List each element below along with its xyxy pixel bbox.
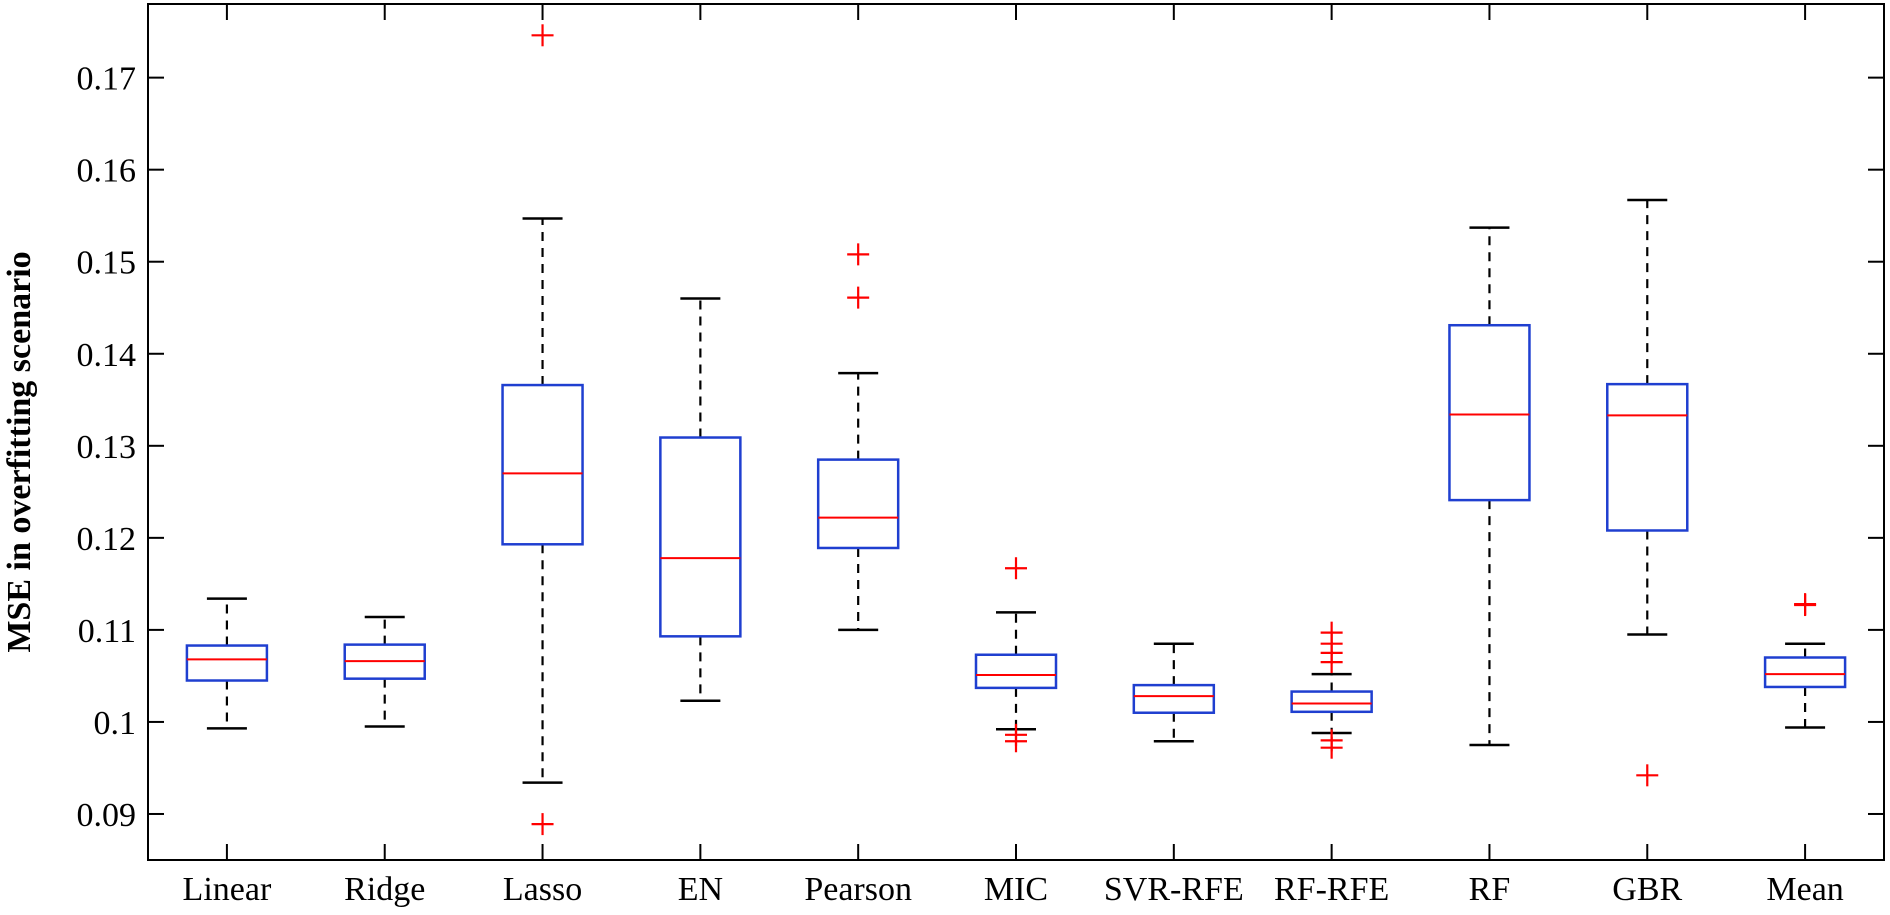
outlier-marker (847, 243, 870, 266)
box-group-rf (1448, 226, 1531, 747)
iqr-box (1763, 656, 1847, 689)
x-category-label: GBR (1612, 871, 1682, 908)
x-category-label: EN (678, 871, 723, 908)
x-category-label: RF-RFE (1274, 871, 1389, 908)
box-group-rf-rfe (1290, 621, 1373, 759)
outlier-marker (531, 813, 554, 836)
box-group-en (659, 297, 742, 703)
axis-layer: 0.09 0.1 0.11 0.12 0.13 0.14 0.15 0.16 0.17 Linea… (77, 3, 1885, 908)
y-tick-label: 0.1 (94, 705, 137, 742)
iqr-box (1606, 382, 1689, 532)
y-tick-label: 0.09 (77, 797, 137, 834)
x-category-label: Pearson (804, 871, 912, 908)
iqr-box (501, 383, 584, 546)
box-group-linear (185, 597, 269, 730)
outlier-marker (531, 24, 554, 47)
x-category-label: Linear (183, 871, 272, 908)
x-category-label: Ridge (344, 871, 425, 908)
outlier-marker (1320, 651, 1343, 674)
y-tick-label: 0.12 (77, 521, 137, 558)
y-tick-label: 0.13 (77, 429, 137, 466)
y-axis-title: MSE in overfitting scenario (1, 251, 38, 652)
outlier-marker (847, 286, 870, 309)
y-tick-label: 0.15 (77, 245, 137, 282)
iqr-box (1448, 323, 1531, 502)
x-category-label: MIC (984, 871, 1048, 908)
box-group-lasso (501, 24, 584, 836)
iqr-box (185, 644, 269, 682)
box-group-mic (974, 557, 1058, 753)
plot-layer (185, 24, 1847, 836)
y-tick-label: 0.14 (77, 337, 137, 374)
y-tick-label: 0.11 (78, 613, 136, 650)
iqr-box (974, 653, 1058, 690)
x-category-label: Mean (1766, 871, 1843, 908)
x-category-label: SVR-RFE (1104, 871, 1244, 908)
box-group-ridge (343, 615, 426, 728)
box-group-mean (1763, 593, 1847, 729)
iqr-box (1132, 683, 1216, 714)
outlier-marker (1005, 730, 1027, 753)
outlier-marker (1794, 594, 1817, 617)
box-group-pearson (816, 243, 900, 632)
outlier-marker (1320, 736, 1343, 759)
box-group-gbr (1606, 198, 1689, 787)
outlier-marker (1636, 764, 1659, 787)
y-tick-label: 0.17 (77, 61, 137, 98)
x-category-label: RF (1469, 871, 1511, 908)
iqr-box (1290, 690, 1373, 714)
x-category-label: Lasso (503, 871, 582, 908)
y-tick-label: 0.16 (77, 153, 137, 190)
iqr-box (816, 458, 900, 550)
box-group-svr-rfe (1132, 642, 1216, 743)
iqr-box (659, 436, 742, 638)
outlier-marker (1005, 557, 1027, 580)
